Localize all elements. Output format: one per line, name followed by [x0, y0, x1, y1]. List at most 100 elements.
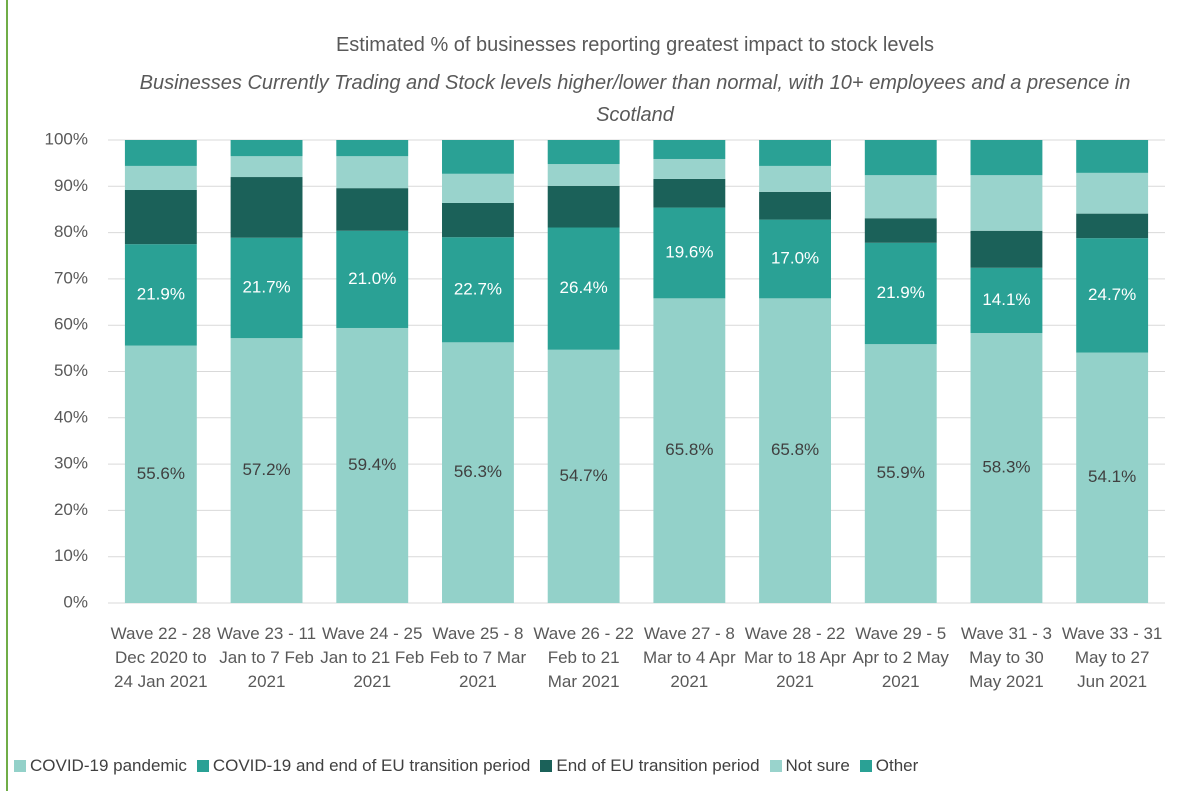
bar-segment [970, 175, 1043, 231]
bar-segment [864, 140, 937, 176]
data-label: 22.7% [454, 279, 502, 298]
x-tick-label: Wave 29 - 5 Apr to 2 May 2021 [852, 624, 949, 691]
y-tick-label: 50% [54, 361, 88, 380]
data-label: 54.1% [1088, 467, 1136, 486]
bar-segment [230, 338, 303, 603]
bar-segment [864, 218, 937, 243]
legend-swatch [540, 760, 553, 772]
bar-segment [547, 164, 620, 186]
bar-segment [336, 156, 409, 189]
bar-segment [124, 244, 197, 346]
legend-swatch [196, 760, 209, 772]
data-label: 56.3% [454, 462, 502, 481]
data-label: 21.0% [348, 269, 396, 288]
x-tick-label: Wave 24 - 25 Jan to 21 Feb 2021 [320, 624, 425, 691]
bar-segment [336, 327, 409, 603]
x-tick-label: Wave 26 - 22 Feb to 21 Mar 2021 [533, 624, 634, 691]
bar-segment [759, 219, 831, 299]
bar-segment [759, 191, 831, 220]
legend-item: Not sure [769, 756, 850, 776]
bar-segment [547, 185, 620, 228]
data-label: 19.6% [665, 242, 713, 261]
bar-segment [759, 140, 831, 166]
bar-segment [124, 345, 197, 603]
data-label: 54.7% [560, 466, 608, 485]
x-tick-label: Wave 23 - 11 Jan to 7 Feb 2021 [216, 624, 317, 691]
data-label: 58.3% [982, 458, 1030, 477]
legend-label: Not sure [785, 756, 850, 775]
x-tick-label: Wave 28 - 22 Mar to 18 Apr 2021 [744, 624, 847, 691]
bar-segment [1076, 172, 1149, 214]
data-label: 55.9% [877, 463, 925, 482]
chart-title: Estimated % of businesses reporting grea… [335, 34, 935, 56]
data-label: 59.4% [348, 455, 396, 474]
legend: COVID-19 pandemic COVID-19 and end of EU … [14, 756, 918, 776]
data-label: 17.0% [771, 248, 819, 267]
y-tick-label: 30% [54, 454, 88, 473]
data-label: 65.8% [771, 440, 819, 459]
y-tick-label: 100% [45, 129, 88, 148]
bar-segment [547, 227, 620, 350]
data-label: 21.9% [877, 283, 925, 302]
bar-segment [230, 177, 303, 238]
x-tick-label: Wave 31 - 3 May to 30 May 2021 [960, 624, 1052, 691]
bar-segment [1076, 238, 1149, 353]
bar-segment [442, 202, 514, 238]
x-tick-label: Wave 33 - 31 May to 27 Jun 2021 [1061, 624, 1163, 691]
bar-segment [442, 342, 514, 603]
bar-segment [759, 298, 831, 603]
bar-segment [230, 237, 303, 339]
y-tick-label: 80% [54, 222, 88, 241]
data-label: 65.8% [665, 440, 713, 459]
y-tick-label: 20% [54, 500, 88, 519]
y-tick-label: 10% [54, 546, 88, 565]
legend-label: End of EU transition period [556, 756, 760, 775]
bar-segment [336, 188, 409, 231]
legend-item: End of EU transition period [540, 756, 760, 776]
legend-label: Other [875, 756, 919, 775]
legend-item: COVID-19 pandemic [14, 756, 187, 776]
legend-label: COVID-19 and end of EU transition period [212, 756, 531, 775]
x-tick-label: Wave 22 - 28 Dec 2020 to 24 Jan 2021 [110, 624, 212, 691]
data-label: 57.2% [242, 460, 290, 479]
bar-segment [653, 140, 726, 159]
bar-segment [864, 242, 937, 345]
bar-segment [547, 140, 620, 165]
data-label: 14.1% [982, 290, 1030, 309]
x-tick-label: Wave 25 - 8 Feb to 7 Mar 2021 [429, 624, 527, 691]
legend-swatch [769, 760, 782, 772]
bar-segment [124, 190, 197, 245]
bar-segment [1076, 140, 1149, 173]
bar-segment [864, 344, 937, 603]
bar-segment [759, 165, 831, 192]
legend-item: Other [859, 756, 919, 776]
data-label: 26.4% [560, 278, 608, 297]
bar-segment [864, 175, 937, 219]
bar-segment [336, 140, 409, 157]
y-tick-label: 90% [54, 176, 88, 195]
bar-segment [336, 230, 409, 328]
bar-segment [653, 298, 726, 603]
legend-swatch [859, 760, 872, 772]
bar-segment [970, 140, 1043, 176]
legend-item: COVID-19 and end of EU transition period [196, 756, 531, 776]
data-label: 21.7% [242, 277, 290, 296]
data-label: 24.7% [1088, 285, 1136, 304]
bar-segment [653, 158, 726, 179]
y-tick-label: 40% [54, 407, 88, 426]
y-tick-label: 60% [54, 315, 88, 334]
bar-segment [124, 140, 197, 166]
bar-segment [442, 237, 514, 343]
y-tick-label: 70% [54, 268, 88, 287]
bar-segment [970, 230, 1043, 268]
bar-segment [230, 156, 303, 178]
bar-segment [970, 333, 1043, 603]
bar-segment [230, 140, 303, 157]
data-label: 55.6% [137, 464, 185, 483]
bar-segment [124, 165, 197, 191]
legend-label: COVID-19 pandemic [30, 756, 187, 775]
bar-segment [442, 173, 514, 203]
bar-segment [442, 140, 514, 174]
bar-segment [547, 349, 620, 603]
